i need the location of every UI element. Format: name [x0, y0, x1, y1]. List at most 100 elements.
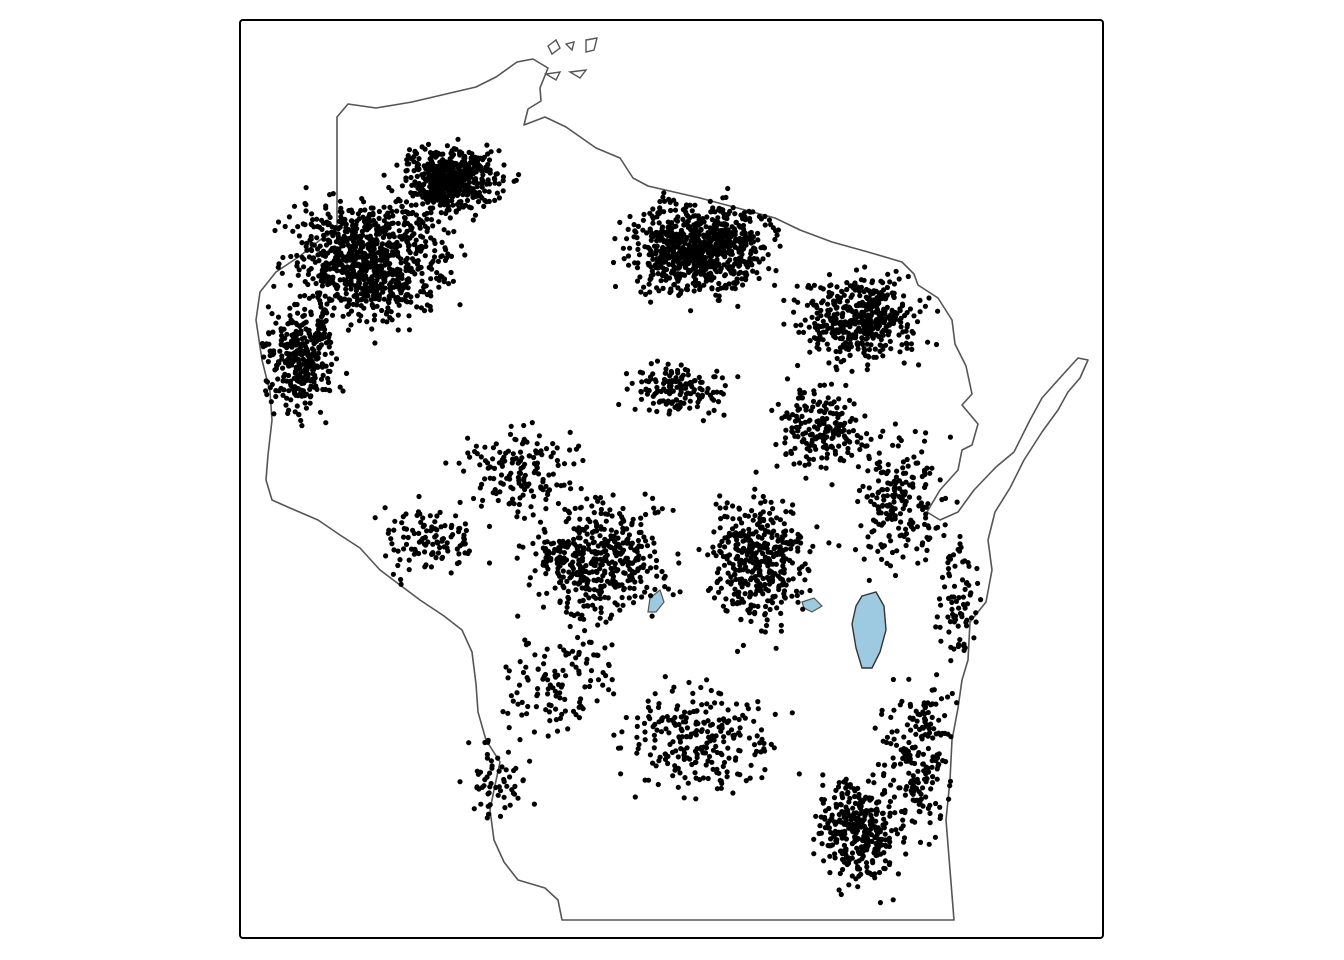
- map-point: [684, 725, 691, 731]
- map-point: [615, 567, 621, 573]
- map-point: [381, 225, 387, 231]
- map-point: [715, 578, 721, 584]
- map-point: [858, 871, 864, 877]
- map-point: [844, 344, 850, 350]
- map-point: [767, 578, 774, 584]
- map-point: [826, 540, 832, 546]
- map-point: [757, 511, 764, 517]
- map-point: [873, 834, 879, 840]
- map-point: [276, 261, 282, 267]
- map-point: [795, 299, 801, 305]
- lake-winnebago: [851, 591, 887, 669]
- map-point: [632, 794, 638, 800]
- map-point: [487, 167, 493, 173]
- map-point: [675, 239, 681, 245]
- map-point: [397, 198, 403, 204]
- map-point: [372, 220, 378, 226]
- map-point: [683, 391, 690, 397]
- map-point: [351, 258, 357, 264]
- map-point: [833, 348, 839, 355]
- map-point: [705, 718, 711, 724]
- map-point: [836, 829, 842, 835]
- map-point: [926, 730, 933, 736]
- map-point: [486, 198, 492, 204]
- map-point: [646, 252, 652, 258]
- map-point: [722, 221, 728, 227]
- map-point: [647, 210, 653, 216]
- map-point: [300, 313, 306, 319]
- map-point: [729, 598, 736, 604]
- map-point: [914, 319, 921, 325]
- map-point: [853, 821, 860, 827]
- map-point: [727, 208, 733, 214]
- map-point: [663, 370, 669, 376]
- map-point: [708, 209, 714, 215]
- map-point: [576, 549, 582, 555]
- map-point: [291, 203, 298, 209]
- map-point: [890, 492, 896, 499]
- map-point: [887, 338, 893, 344]
- map-point: [832, 851, 838, 857]
- map-point: [845, 807, 851, 813]
- map-point: [600, 500, 606, 506]
- map-point: [827, 853, 833, 859]
- map-point: [884, 560, 890, 567]
- map-point: [316, 224, 323, 230]
- map-point: [755, 706, 761, 712]
- map-point: [314, 235, 320, 241]
- map-point: [369, 326, 375, 332]
- map-point: [732, 286, 738, 292]
- map-point: [777, 545, 783, 552]
- map-point: [322, 326, 328, 333]
- map-point: [899, 303, 906, 309]
- map-point: [916, 362, 922, 368]
- map-point: [921, 711, 928, 717]
- map-point: [372, 312, 378, 318]
- map-point: [886, 804, 892, 810]
- map-point: [492, 176, 498, 182]
- map-point: [448, 269, 454, 276]
- map-point: [646, 262, 652, 268]
- map-point: [434, 270, 440, 276]
- map-point: [687, 202, 693, 208]
- map-point: [685, 213, 691, 219]
- map-point: [346, 297, 352, 303]
- map-point: [386, 184, 392, 191]
- map-point: [695, 399, 701, 405]
- map-point: [694, 746, 700, 752]
- map-point: [820, 337, 826, 343]
- map-point: [858, 277, 865, 283]
- map-point: [388, 244, 394, 250]
- map-point: [592, 548, 598, 555]
- map-point: [319, 217, 325, 223]
- map-point: [901, 734, 907, 740]
- map-point: [393, 250, 400, 256]
- map-point: [480, 172, 486, 178]
- map-point: [565, 588, 572, 595]
- map-point: [687, 405, 693, 411]
- map-point: [885, 271, 891, 277]
- map-point: [399, 183, 405, 189]
- map-point: [555, 571, 561, 577]
- map-point: [413, 202, 419, 208]
- map-point: [940, 730, 946, 736]
- map-point: [877, 434, 884, 440]
- map-point: [820, 318, 826, 324]
- map-point: [866, 455, 872, 462]
- map-point: [682, 395, 688, 401]
- map-point: [820, 772, 826, 778]
- map-point: [842, 319, 848, 325]
- map-point: [345, 281, 351, 287]
- map-point: [861, 345, 867, 352]
- map-point: [817, 333, 823, 339]
- map-point: [879, 544, 886, 550]
- map-point: [881, 865, 887, 872]
- map-point: [292, 368, 299, 374]
- map-point: [321, 232, 327, 238]
- map-point: [833, 305, 839, 311]
- map-point: [858, 845, 865, 851]
- map-point: [266, 330, 272, 336]
- map-point: [492, 197, 498, 203]
- map-point: [691, 261, 697, 268]
